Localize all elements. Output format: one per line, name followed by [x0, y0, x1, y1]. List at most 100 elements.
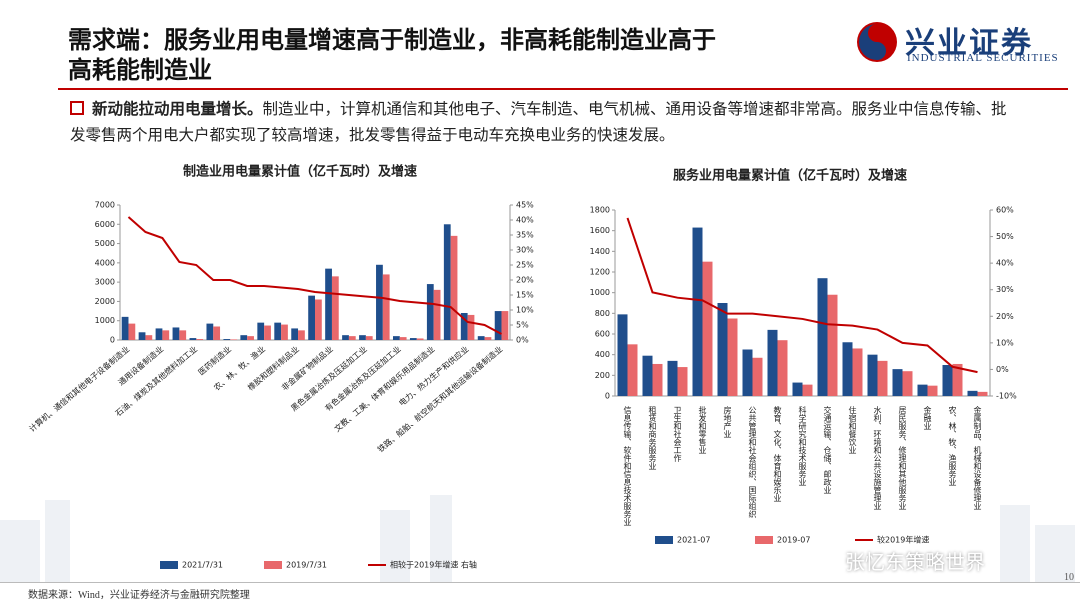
bar: [727, 318, 738, 396]
y-tick-label: 1400: [590, 247, 610, 256]
legend-label: 较2019年增速: [877, 535, 929, 545]
y-tick-label: 1000: [95, 316, 115, 325]
bar: [443, 224, 451, 340]
footer-rule: [0, 582, 1080, 583]
bar: [917, 384, 928, 396]
bar: [365, 336, 373, 340]
x-tick-label: 交通运输、仓储、邮政业: [823, 405, 832, 494]
watermark: 张忆东策略世界: [845, 550, 985, 574]
chart-title: 服务业用电量累计值（亿千瓦时）及增速: [673, 168, 907, 184]
bar: [692, 227, 703, 396]
y-tick-label: 400: [595, 350, 610, 359]
x-tick-label: 金属制品、机械和设备修理业: [973, 405, 982, 510]
x-tick-label: 科学研究和技术服务业: [798, 405, 807, 486]
y-tick-label: 800: [595, 309, 610, 318]
y2-tick-label: 15%: [516, 291, 534, 300]
y2-tick-label: 35%: [516, 231, 534, 240]
y2-tick-label: 25%: [516, 261, 534, 270]
y2-tick-label: 45%: [516, 201, 534, 210]
line: [626, 217, 978, 374]
bar: [172, 327, 180, 340]
y-tick-label: 1800: [590, 206, 610, 215]
y2-tick-label: 20%: [516, 276, 534, 285]
legend-label: 2019/7/31: [286, 561, 327, 570]
x-tick-label: 住宿和餐饮业: [848, 405, 857, 454]
bar: [206, 323, 214, 340]
bar: [617, 314, 628, 396]
y-tick-label: 6000: [95, 220, 115, 229]
y-tick-label: 600: [595, 330, 610, 339]
bar: [484, 337, 492, 340]
y2-tick-label: 0%: [996, 365, 1009, 374]
y-tick-label: 0: [605, 392, 610, 401]
y2-tick-label: 30%: [516, 246, 534, 255]
bar: [382, 274, 390, 340]
x-tick-label: 铁路、船舶、航空航天和其他运输设备制造业: [375, 344, 504, 455]
bar: [298, 330, 305, 340]
y2-tick-label: 40%: [996, 259, 1014, 268]
source: 数据来源：Wind，兴业证券经济与金融研究院整理: [28, 590, 250, 601]
y2-tick-label: -10%: [996, 392, 1017, 401]
bar: [852, 348, 863, 396]
bar: [752, 357, 763, 396]
bar: [162, 330, 170, 340]
y2-tick-label: 50%: [996, 232, 1014, 241]
legend-swatch: [755, 536, 773, 544]
bar: [501, 311, 509, 340]
bar: [677, 367, 688, 396]
bar: [138, 332, 146, 340]
y2-tick-label: 60%: [996, 206, 1014, 215]
x-tick-label: 卫生和社会工作: [673, 406, 682, 463]
bar: [308, 295, 315, 340]
bar: [460, 313, 468, 340]
title-rule: [58, 88, 1068, 90]
y2-tick-label: 5%: [516, 321, 529, 330]
bar: [742, 349, 753, 396]
bar: [393, 336, 400, 340]
bar: [331, 276, 339, 340]
bar: [315, 299, 322, 340]
bar: [281, 324, 288, 340]
skyline: [0, 495, 1075, 582]
y-tick-label: 2000: [95, 297, 115, 306]
bar: [264, 325, 271, 340]
bar: [477, 336, 485, 340]
bar: [348, 336, 356, 340]
y2-tick-label: 20%: [996, 312, 1014, 321]
bar: [867, 354, 878, 396]
y2-tick-label: 30%: [996, 285, 1014, 294]
y-tick-label: 200: [595, 371, 610, 380]
bar: [121, 316, 129, 340]
bar: [223, 339, 231, 340]
x-tick-label: 居民服务、修理和其他服务业: [898, 406, 907, 510]
bar: [494, 311, 502, 340]
y-tick-label: 3000: [95, 278, 115, 287]
bar: [247, 336, 254, 340]
bullet-text: 制造业中，计算机通信和其他电子、汽车制造、电气机械、通用设备等增速都非常高。服务…: [70, 101, 1007, 144]
bar: [467, 314, 475, 340]
y-tick-label: 0: [110, 336, 115, 345]
y2-tick-label: 10%: [996, 338, 1014, 347]
bar: [792, 382, 803, 396]
bar: [426, 284, 434, 340]
bar: [433, 289, 441, 340]
bar: [416, 338, 424, 340]
x-tick-label: 租赁和商务服务业: [648, 406, 657, 470]
bar: [230, 339, 237, 340]
slide-title: 需求端：服务业用电量增速高于制造业，非高耗能制造业高于高耗能制造业: [68, 28, 716, 84]
y-tick-label: 1600: [590, 226, 610, 235]
line: [127, 216, 502, 335]
x-tick-label: 金融业: [923, 405, 932, 430]
legend-swatch: [655, 536, 673, 544]
bar: [399, 337, 407, 340]
bar: [767, 329, 778, 396]
bar: [642, 355, 653, 396]
bar: [359, 335, 366, 340]
bar: [409, 338, 417, 340]
legend-label: 2021-07: [677, 536, 710, 545]
bar: [667, 360, 678, 396]
chart-title: 制造业用电量累计值（亿千瓦时）及增速: [183, 164, 417, 180]
y-tick-label: 4000: [95, 258, 115, 267]
legend-swatch: [160, 561, 178, 569]
